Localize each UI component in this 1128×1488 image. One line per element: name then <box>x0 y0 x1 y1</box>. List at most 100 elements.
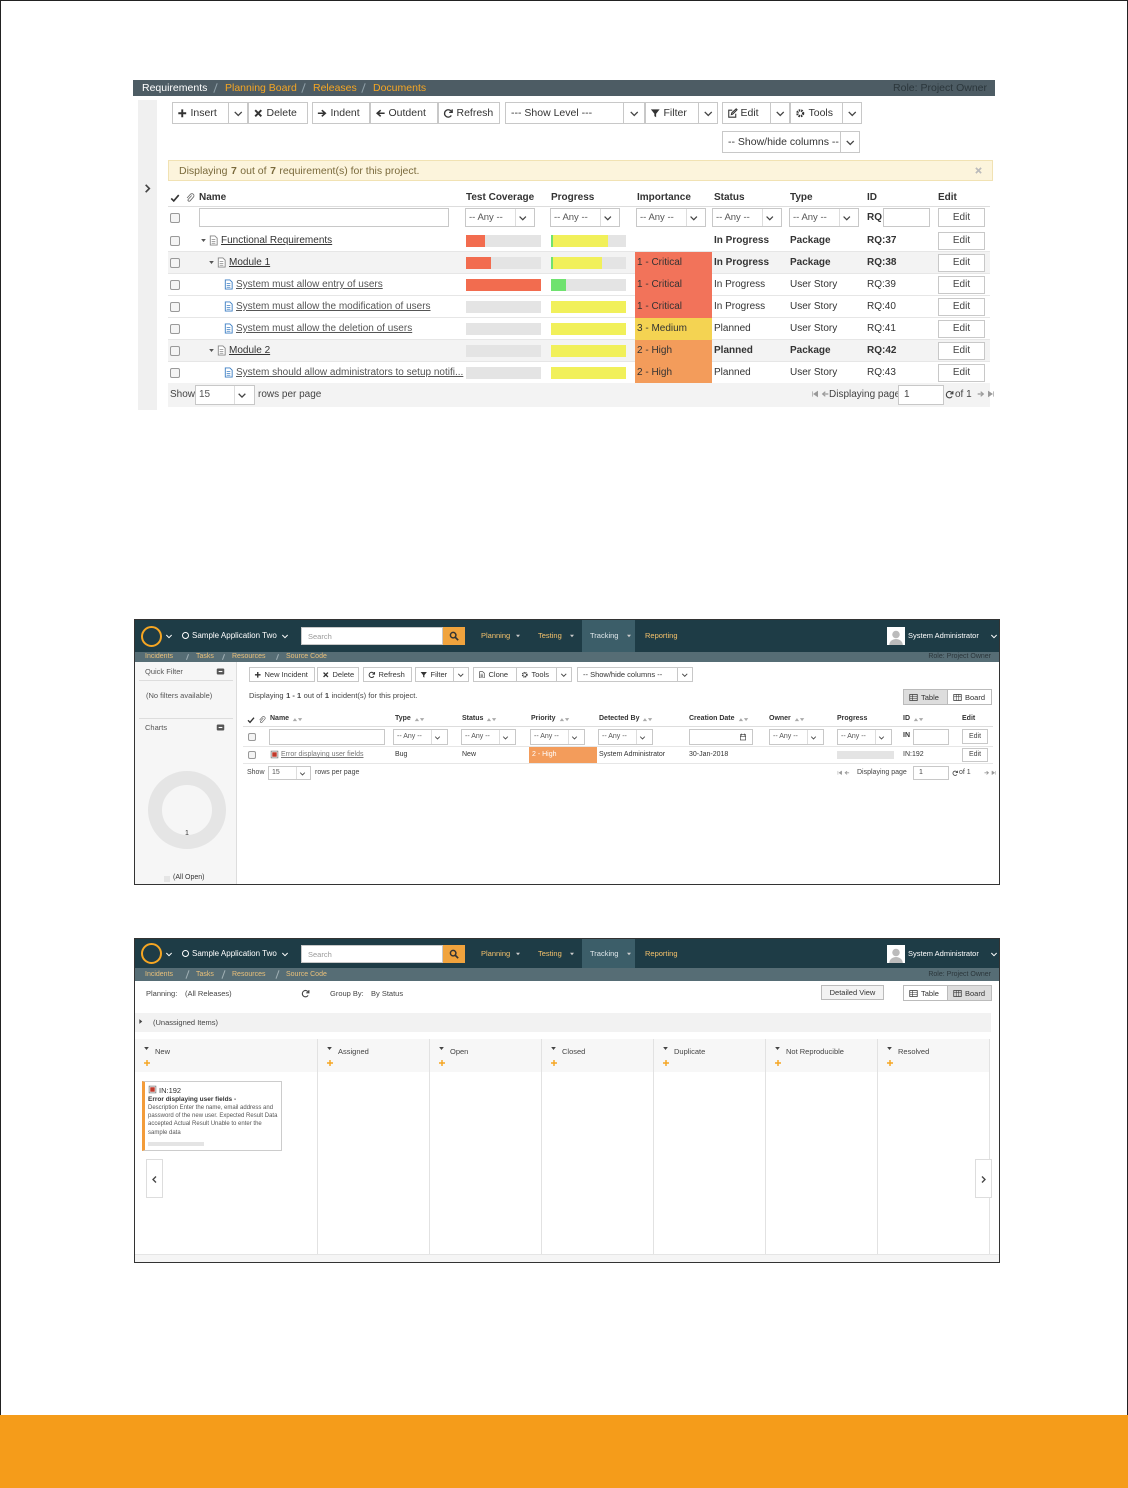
subnav-item[interactable]: Resources <box>232 970 266 978</box>
view-toggle[interactable]: Board <box>947 689 992 705</box>
requirement-name[interactable]: System must allow the modification of us… <box>236 301 431 312</box>
edit-button[interactable]: Edit <box>938 364 985 382</box>
input[interactable]: Search <box>301 944 443 963</box>
button[interactable]: Tools <box>790 102 843 124</box>
button[interactable]: Clone <box>473 667 517 682</box>
input[interactable]: 1 <box>898 385 944 405</box>
dropdown-toggle[interactable] <box>840 131 860 153</box>
select[interactable]: -- Any -- <box>769 729 824 745</box>
requirement-name[interactable]: Module 2 <box>229 345 271 356</box>
input[interactable] <box>199 208 449 227</box>
subnav-item[interactable]: Incidents <box>145 653 174 660</box>
subnav-item[interactable]: Tasks <box>196 970 214 978</box>
breadcrumb[interactable]: Requirements <box>142 82 208 94</box>
checkbox[interactable] <box>170 236 180 246</box>
select[interactable]: -- Any -- <box>530 729 585 745</box>
button[interactable]: Refresh <box>438 102 500 124</box>
select[interactable]: -- Any -- <box>712 208 782 227</box>
menu-item[interactable]: Reporting <box>645 948 678 958</box>
requirement-name[interactable]: Module 1 <box>229 257 271 268</box>
dropdown-toggle[interactable] <box>842 102 862 124</box>
dropdown-toggle[interactable] <box>623 102 645 124</box>
breadcrumb[interactable]: Documents <box>373 82 427 94</box>
menu-item[interactable]: Planning <box>481 631 511 640</box>
button[interactable]: New Incident <box>249 667 315 682</box>
dropdown-toggle[interactable] <box>556 667 572 682</box>
select[interactable]: -- Any -- <box>465 208 535 227</box>
select[interactable]: -- Any -- <box>461 729 516 745</box>
edit-button[interactable]: Edit <box>938 298 985 316</box>
edit-button[interactable]: Edit <box>938 254 985 272</box>
menu-item[interactable]: Testing <box>538 948 562 958</box>
checkbox[interactable] <box>170 368 180 378</box>
requirement-name[interactable]: Functional Requirements <box>221 235 333 246</box>
checkbox[interactable] <box>170 258 180 268</box>
button[interactable]: --- Show Level --- <box>505 102 624 124</box>
scroll-button[interactable] <box>146 1159 163 1198</box>
select[interactable]: -- Any -- <box>837 729 892 745</box>
input[interactable] <box>913 729 949 745</box>
menu-item[interactable]: Tracking <box>590 948 619 958</box>
menu-item[interactable]: Tracking <box>590 631 619 640</box>
view-toggle[interactable]: Table <box>903 689 948 705</box>
button[interactable]: Outdent <box>370 102 438 124</box>
edit-button[interactable]: Edit <box>938 232 985 250</box>
subnav-item[interactable]: Source Code <box>286 970 327 978</box>
requirement-name[interactable]: System must allow entry of users <box>236 279 383 290</box>
menu-item[interactable]: Reporting <box>645 631 678 640</box>
button[interactable]: Insert <box>172 102 229 124</box>
input[interactable]: Search <box>301 627 443 645</box>
dropdown-toggle[interactable] <box>770 102 790 124</box>
requirement-name[interactable]: System should allow administrators to se… <box>236 367 464 378</box>
button[interactable]: Edit <box>722 102 771 124</box>
button[interactable]: Filter <box>415 667 454 682</box>
button[interactable]: Delete <box>248 102 308 124</box>
menu-item[interactable]: Planning <box>481 948 511 958</box>
button[interactable]: Refresh <box>363 667 412 682</box>
subnav-item[interactable]: Source Code <box>286 653 327 660</box>
view-toggle[interactable]: Table <box>903 985 948 1001</box>
select[interactable]: 15 <box>195 385 255 405</box>
edit-button[interactable]: Edit <box>938 208 985 227</box>
edit-button[interactable]: Edit <box>938 342 985 360</box>
button[interactable]: Tools <box>516 667 557 682</box>
checkbox[interactable] <box>248 751 256 759</box>
select[interactable]: -- Any -- <box>550 208 620 227</box>
select[interactable]: 15 <box>268 766 311 780</box>
checkbox[interactable] <box>248 733 256 741</box>
incident-name[interactable]: Error displaying user fields <box>281 751 364 758</box>
edit-button[interactable]: Edit <box>962 729 988 744</box>
select[interactable]: -- Any -- <box>789 208 859 227</box>
edit-button[interactable]: Edit <box>962 748 988 762</box>
checkbox[interactable] <box>170 346 180 356</box>
select[interactable]: -- Any -- <box>636 208 706 227</box>
checkbox[interactable] <box>170 324 180 334</box>
subnav-item[interactable]: Incidents <box>145 970 174 978</box>
dropdown-toggle[interactable] <box>228 102 248 124</box>
select[interactable]: -- Any -- <box>598 729 653 745</box>
search-button[interactable] <box>443 627 465 645</box>
button[interactable]: -- Show/hide columns -- <box>577 667 678 682</box>
dropdown-toggle[interactable] <box>677 667 693 682</box>
button[interactable]: Indent <box>312 102 370 124</box>
detailed-view-button[interactable]: Detailed View <box>821 985 884 1000</box>
checkbox[interactable] <box>170 302 180 312</box>
checkbox[interactable] <box>170 213 180 223</box>
subnav-item[interactable]: Resources <box>232 653 266 660</box>
dropdown-toggle[interactable] <box>698 102 718 124</box>
scroll-button[interactable] <box>975 1159 992 1198</box>
subnav-item[interactable]: Tasks <box>196 653 214 660</box>
edit-button[interactable]: Edit <box>938 276 985 294</box>
breadcrumb[interactable]: Planning Board <box>225 82 297 94</box>
button[interactable]: Delete <box>317 667 359 682</box>
input[interactable] <box>269 729 385 745</box>
requirement-name[interactable]: System must allow the deletion of users <box>236 323 413 334</box>
input[interactable] <box>689 729 753 745</box>
search-button[interactable] <box>443 944 465 963</box>
menu-item[interactable]: Testing <box>538 631 562 640</box>
input[interactable]: 1 <box>913 766 949 780</box>
button[interactable]: Filter <box>645 102 699 124</box>
checkbox[interactable] <box>170 280 180 290</box>
select[interactable]: -- Any -- <box>393 729 448 745</box>
breadcrumb[interactable]: Releases <box>313 82 357 94</box>
